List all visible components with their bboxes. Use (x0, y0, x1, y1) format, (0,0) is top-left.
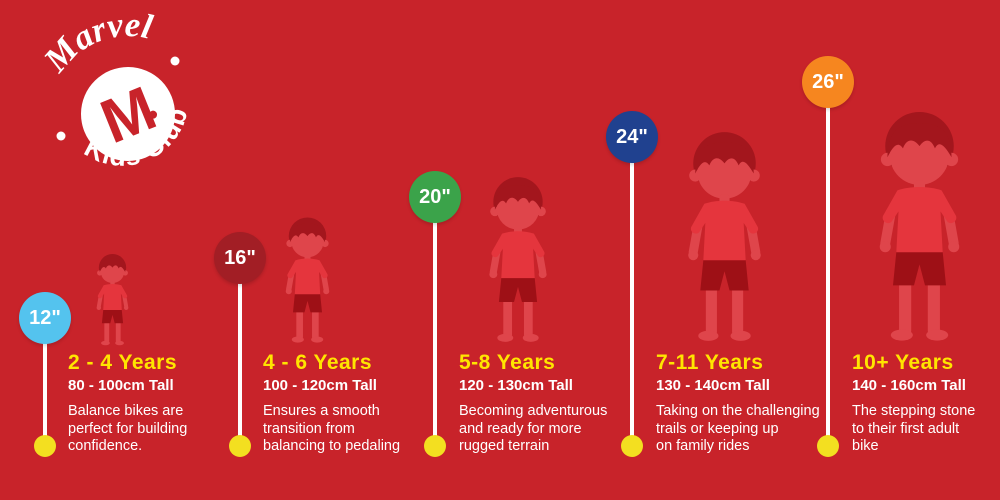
baseline-dot-26in (817, 435, 839, 457)
height-range: 120 - 130cm Tall (459, 377, 573, 395)
baseline-dot-12in (34, 435, 56, 457)
logo-eye-dot (149, 110, 158, 119)
description: Becoming adventurous and ready for more … (459, 403, 608, 455)
info-block-10plus: 10+ Years 140 - 160cm Tall The stepping … (852, 351, 1000, 456)
info-block-7-11: 7-11 Years 130 - 140cm Tall Taking on th… (656, 351, 846, 456)
description: Ensures a smooth transition from balanci… (263, 403, 401, 455)
age-range: 5-8 Years (459, 351, 556, 374)
stem-line-24in (630, 137, 634, 446)
logo-disc (81, 67, 175, 161)
description: Balance bikes are perfect for building c… (68, 403, 188, 455)
info-block-5-8: 5-8 Years 120 - 130cm Tall Becoming adve… (459, 351, 649, 456)
age-range: 7-11 Years (656, 351, 764, 374)
height-range: 80 - 100cm Tall (68, 377, 174, 395)
child-figure-5-8 (470, 170, 566, 345)
size-badge-12in: 12" (19, 292, 71, 344)
logo-dot-left (56, 131, 66, 141)
size-badge-26in: 26" (802, 56, 854, 108)
height-range: 130 - 140cm Tall (656, 377, 770, 395)
child-figure-2-4 (86, 250, 139, 347)
stem-line-16in (238, 258, 242, 446)
size-badge-20in: 20" (409, 171, 461, 223)
size-badge-16in: 16" (214, 232, 266, 284)
stem-line-20in (433, 197, 437, 446)
description: Taking on the challenging trails or keep… (656, 403, 820, 455)
baseline-dot-24in (621, 435, 643, 457)
age-range: 4 - 6 Years (263, 351, 373, 374)
stem-line-26in (826, 82, 830, 446)
info-block-4-6: 4 - 6 Years 100 - 120cm Tall Ensures a s… (263, 351, 453, 456)
baseline-dot-20in (424, 435, 446, 457)
description: The stepping stone to their first adult … (852, 403, 976, 455)
logo-dot-top (170, 56, 180, 66)
baseline-dot-16in (229, 435, 251, 457)
child-figure-7-11 (664, 123, 785, 345)
child-figure-4-6 (271, 212, 344, 345)
child-figure-10plus (853, 102, 986, 345)
info-block-2-4: 2 - 4 Years 80 - 100cm Tall Balance bike… (68, 351, 258, 456)
age-range: 2 - 4 Years (68, 351, 178, 374)
age-range: 10+ Years (852, 351, 954, 374)
marvel-kids-club-logo: Marvel Kids Club M (28, 6, 206, 190)
size-badge-24in: 24" (606, 111, 658, 163)
height-range: 100 - 120cm Tall (263, 377, 377, 395)
stem-line-12in (43, 318, 47, 446)
height-range: 140 - 160cm Tall (852, 377, 966, 395)
